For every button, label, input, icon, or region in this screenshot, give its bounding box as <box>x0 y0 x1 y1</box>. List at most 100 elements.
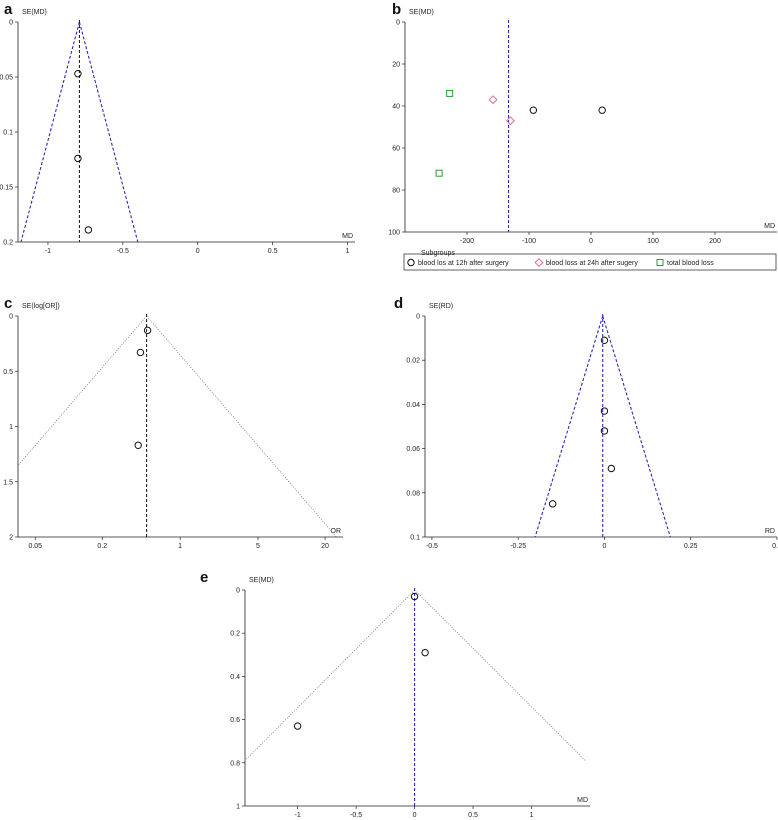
y-axis-label: SE(MD) <box>409 9 434 16</box>
x-tick-label: 0.25 <box>684 543 698 550</box>
x-tick-label: 1 <box>346 248 350 255</box>
x-tick-label: -100 <box>522 238 536 245</box>
x-tick-label: 20 <box>321 543 329 550</box>
data-point <box>600 336 609 345</box>
data-point <box>446 89 454 97</box>
x-tick-label: 0.5 <box>268 248 278 255</box>
y-tick-label: 0 <box>396 20 400 27</box>
y-tick-label: 100 <box>388 230 400 237</box>
y-tick-label: 0 <box>416 314 420 321</box>
x-axis-label: MD <box>342 233 353 240</box>
y-tick-label: 60 <box>392 146 400 153</box>
data-point <box>598 106 606 114</box>
funnel-left-line <box>20 21 80 242</box>
x-axis-label: MD <box>577 797 588 804</box>
x-tick-label: -200 <box>460 238 474 245</box>
funnel-e <box>245 589 586 761</box>
x-axis-label: MD <box>764 223 775 230</box>
y-tick-label: 0.1 <box>410 535 420 542</box>
y-tick-label: 0 <box>236 588 240 595</box>
legend-marker <box>656 259 664 266</box>
legend-title: Subgroups <box>421 250 455 257</box>
y-tick-label: 2 <box>9 535 13 542</box>
y-tick-label: 40 <box>392 104 400 111</box>
y-tick-label: 0 <box>9 20 13 27</box>
data-point <box>435 169 443 177</box>
data-point <box>488 95 498 105</box>
y-axis-label: SE(log[OR]) <box>22 303 60 310</box>
y-tick-label: 1 <box>9 424 13 431</box>
legend-marker <box>407 258 415 267</box>
funnel-left-line <box>534 315 604 537</box>
data-point <box>421 648 429 657</box>
y-axis-label: SE(RD) <box>429 303 453 310</box>
funnel-left-line <box>245 589 415 761</box>
x-axis-label: RD <box>765 528 775 535</box>
x-tick-label: 0.5 <box>772 543 778 550</box>
y-axis-label: SE(MD) <box>249 577 274 584</box>
funnel-a <box>20 21 139 242</box>
x-tick-label: 0 <box>589 238 593 245</box>
x-tick-label: 200 <box>709 238 721 245</box>
x-tick-label: 0 <box>413 812 417 819</box>
data-point <box>410 592 419 601</box>
x-tick-label: -1 <box>295 812 301 819</box>
y-tick-label: 0.8 <box>230 760 240 767</box>
x-tick-label: 0 <box>602 543 606 550</box>
data-point <box>600 427 609 435</box>
legend-entry: total blood loss <box>667 260 714 267</box>
funnel-right-line <box>78 21 139 242</box>
panel-a: 0 0.05 0.1 0.15 0.2 -1 -0.5 0 0.5 1 SE(MD) MD <box>0 9 355 255</box>
x-tick-label: -0.25 <box>510 543 526 550</box>
data-point <box>505 116 515 126</box>
y-tick-label: 0.5 <box>3 369 13 376</box>
data-point <box>74 154 82 163</box>
x-tick-label: 1 <box>530 812 534 819</box>
panel-label-d: d <box>394 295 403 312</box>
y-tick-label: 0.05 <box>0 75 13 82</box>
y-tick-label: 0.2 <box>3 240 13 247</box>
panel-b: 0 20 40 60 80 100 -200 -100 0 100 200 SE(MD) MD Subgr… <box>388 9 777 271</box>
x-tick-label: 0.5 <box>468 812 478 819</box>
y-tick-label: 0.2 <box>230 631 240 638</box>
funnel-left-line <box>18 315 147 466</box>
data-point <box>548 500 557 508</box>
panel-c: 0 0.5 1 1.5 2 0.05 0.2 1 5 20 SE(log[OR]) OR <box>3 303 343 550</box>
data-point <box>600 407 609 415</box>
x-tick-label: -0.5 <box>350 812 362 819</box>
funnel-right-line <box>602 315 671 537</box>
data-point <box>143 326 152 335</box>
x-tick-label: 100 <box>647 238 659 245</box>
funnel-right-line <box>414 589 586 761</box>
data-point <box>293 722 302 730</box>
x-axis-label: OR <box>331 528 342 535</box>
y-tick-label: 1.5 <box>3 479 13 486</box>
y-tick-label: 0.04 <box>406 402 420 409</box>
data-point <box>84 226 93 234</box>
x-tick-label: 0 <box>196 248 200 255</box>
y-axis-label: SE(MD) <box>22 9 47 16</box>
funnel-d <box>534 315 671 537</box>
data-point <box>74 70 82 78</box>
panel-d: 0 0.02 0.04 0.06 0.08 0.1 -0.5 -0.25 0 0.25 0.5 SE(… <box>406 303 778 550</box>
y-tick-label: 0.02 <box>406 358 420 365</box>
y-tick-label: 0.06 <box>406 446 420 453</box>
y-tick-label: 20 <box>392 62 400 69</box>
legend-entry: blood los at 12h after surgery <box>418 260 509 267</box>
panel-label-c: c <box>4 295 12 312</box>
panel-e: 0 0.2 0.4 0.6 0.8 1 -1 -0.5 0 0.5 1 SE(MD) MD <box>230 577 590 819</box>
x-tick-label: 0.05 <box>28 543 42 550</box>
x-tick-label: 5 <box>256 543 260 550</box>
y-tick-label: 1 <box>236 804 240 811</box>
x-tick-label: -1 <box>45 248 51 255</box>
legend-marker <box>534 257 544 268</box>
x-tick-label: -0.5 <box>426 543 438 550</box>
y-tick-label: 0.1 <box>3 130 13 137</box>
data-point <box>529 106 538 114</box>
y-tick-label: 0.6 <box>230 717 240 724</box>
x-tick-label: 0.2 <box>97 543 107 550</box>
legend-entry: blood loss at 24h after sugery <box>546 260 638 267</box>
data-point <box>134 441 142 449</box>
funnel-right-line <box>146 315 337 537</box>
